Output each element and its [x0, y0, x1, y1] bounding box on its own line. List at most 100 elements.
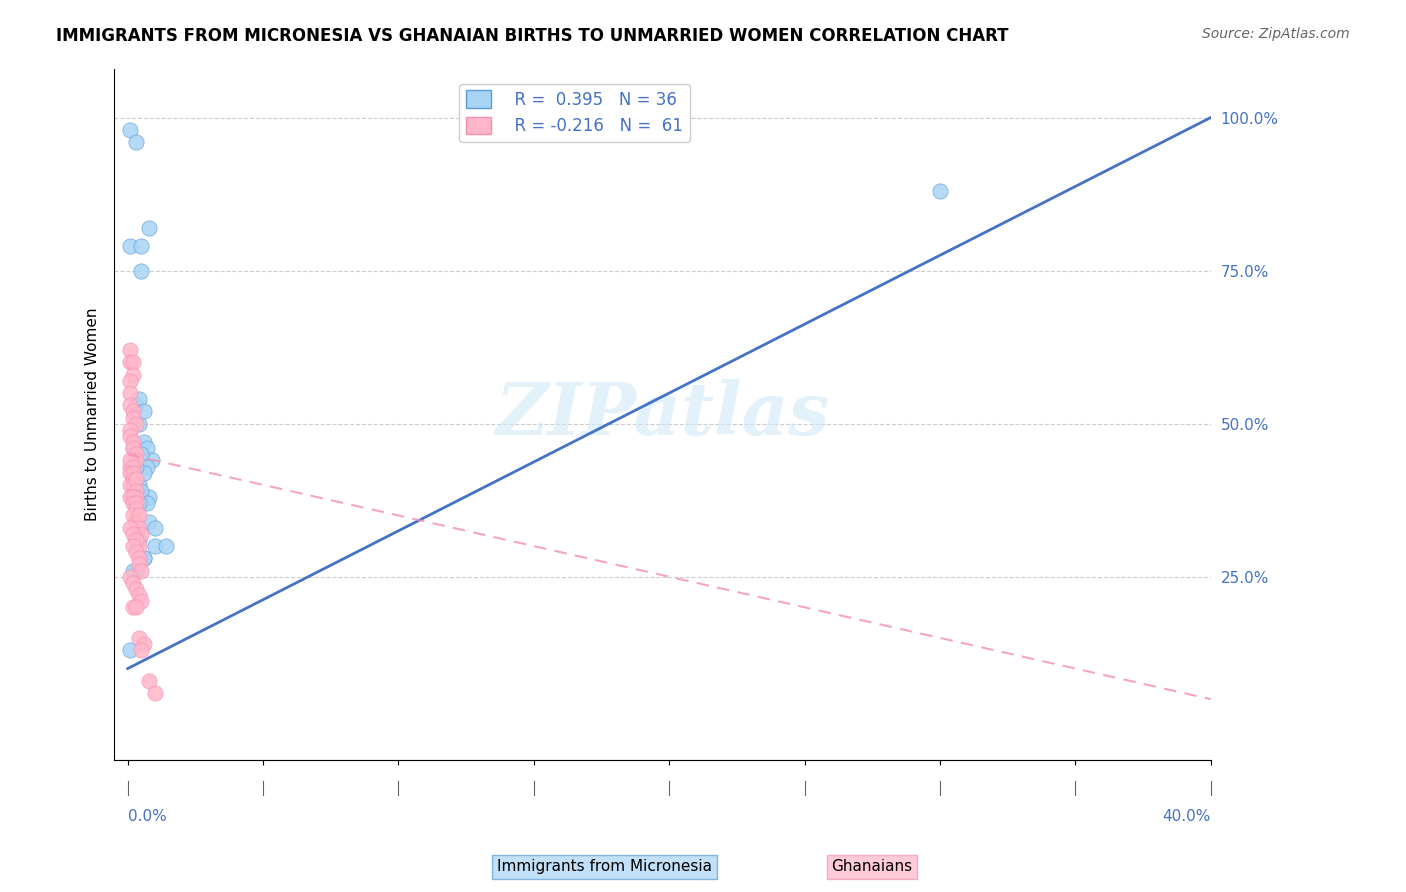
Point — [128, 533, 150, 547]
Point — [125, 417, 148, 431]
Point — [122, 441, 145, 455]
Text: 40.0%: 40.0% — [1163, 809, 1211, 824]
Point — [125, 447, 148, 461]
Point — [120, 521, 142, 535]
Point — [135, 496, 157, 510]
Point — [129, 594, 152, 608]
Point — [120, 122, 142, 136]
Point — [125, 472, 148, 486]
Point — [122, 410, 145, 425]
Point — [120, 239, 142, 253]
Point — [120, 478, 142, 492]
Point — [128, 417, 150, 431]
Text: ZIPatlas: ZIPatlas — [495, 379, 830, 450]
Point — [122, 600, 145, 615]
Point — [128, 478, 150, 492]
Point — [125, 502, 148, 516]
Point — [138, 220, 160, 235]
Point — [128, 521, 150, 535]
Point — [122, 478, 145, 492]
Point — [132, 435, 155, 450]
Point — [122, 459, 145, 474]
Point — [120, 453, 142, 467]
Point — [125, 582, 148, 596]
Point — [125, 533, 148, 547]
Point — [135, 459, 157, 474]
Text: IMMIGRANTS FROM MICRONESIA VS GHANAIAN BIRTHS TO UNMARRIED WOMEN CORRELATION CHA: IMMIGRANTS FROM MICRONESIA VS GHANAIAN B… — [56, 27, 1008, 45]
Point — [120, 374, 142, 388]
Point — [132, 466, 155, 480]
Point — [125, 564, 148, 578]
Y-axis label: Births to Unmarried Women: Births to Unmarried Women — [86, 308, 100, 521]
Point — [125, 496, 148, 510]
Point — [128, 631, 150, 645]
Point — [125, 490, 148, 504]
Point — [122, 355, 145, 369]
Point — [120, 490, 142, 504]
Point — [129, 564, 152, 578]
Point — [122, 539, 145, 553]
Point — [143, 521, 166, 535]
Point — [122, 496, 145, 510]
Point — [122, 526, 145, 541]
Point — [125, 515, 148, 529]
Point — [125, 398, 148, 412]
Point — [125, 135, 148, 149]
Text: Source: ZipAtlas.com: Source: ZipAtlas.com — [1202, 27, 1350, 41]
Point — [143, 686, 166, 700]
Point — [125, 459, 148, 474]
Point — [122, 564, 145, 578]
Point — [120, 398, 142, 412]
Point — [129, 483, 152, 498]
Point — [125, 483, 148, 498]
Point — [122, 472, 145, 486]
Point — [120, 429, 142, 443]
Point — [120, 343, 142, 358]
Legend:   R =  0.395   N = 36,   R = -0.216   N =  61: R = 0.395 N = 36, R = -0.216 N = 61 — [460, 84, 690, 142]
Point — [122, 490, 145, 504]
Text: Immigrants from Micronesia: Immigrants from Micronesia — [498, 859, 711, 874]
Point — [128, 496, 150, 510]
Point — [120, 355, 142, 369]
Point — [125, 459, 148, 474]
Point — [120, 570, 142, 584]
Point — [128, 588, 150, 602]
Point — [138, 490, 160, 504]
Point — [120, 643, 142, 657]
Point — [141, 453, 163, 467]
Point — [120, 423, 142, 437]
Point — [120, 466, 142, 480]
Point — [122, 508, 145, 523]
Point — [128, 539, 150, 553]
Point — [132, 551, 155, 566]
Text: Ghanaians: Ghanaians — [831, 859, 912, 874]
Point — [129, 643, 152, 657]
Point — [125, 545, 148, 559]
Point — [125, 600, 148, 615]
Point — [138, 673, 160, 688]
Point — [125, 533, 148, 547]
Point — [129, 526, 152, 541]
Point — [129, 447, 152, 461]
Point — [122, 472, 145, 486]
Point — [129, 239, 152, 253]
Point — [929, 184, 952, 198]
Point — [132, 637, 155, 651]
Point — [120, 386, 142, 401]
Point — [129, 263, 152, 277]
Point — [128, 558, 150, 572]
Point — [122, 466, 145, 480]
Point — [143, 539, 166, 553]
Point — [138, 515, 160, 529]
Point — [135, 441, 157, 455]
Point — [128, 392, 150, 406]
Point — [122, 441, 145, 455]
Point — [122, 404, 145, 418]
Point — [132, 404, 155, 418]
Point — [155, 539, 177, 553]
Point — [122, 368, 145, 382]
Point — [128, 508, 150, 523]
Point — [122, 435, 145, 450]
Point — [122, 575, 145, 590]
Text: 0.0%: 0.0% — [128, 809, 166, 824]
